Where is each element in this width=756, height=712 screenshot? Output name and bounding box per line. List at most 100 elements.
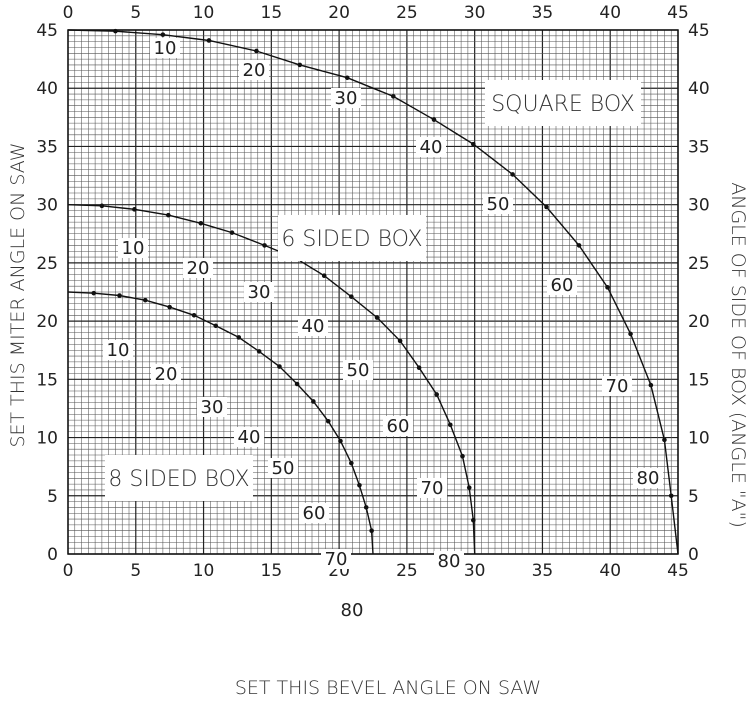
curve-label-bg [244, 282, 274, 302]
curve-point [391, 94, 396, 99]
x-tick-label-top: 35 [532, 3, 554, 23]
curve-label: 30 [335, 88, 358, 109]
curve-point [648, 382, 654, 388]
curve-label-bg [547, 275, 577, 295]
y-axis-title-left: SET THIS MITER ANGLE ON SAW [7, 142, 29, 447]
y-tick-label-right: 40 [688, 79, 710, 99]
curve-point [628, 331, 633, 337]
curve-point [321, 273, 327, 278]
curve-label-bg [483, 194, 513, 214]
x-tick-label-bottom: 10 [193, 561, 215, 581]
curve-label: 40 [302, 316, 325, 337]
curve-point [460, 453, 465, 459]
y-tick-label-left: 45 [36, 21, 58, 41]
curve-point [311, 399, 316, 404]
curve-label: 80 [637, 468, 660, 489]
curve-label: 10 [154, 38, 177, 59]
x-tick-label-top: 10 [193, 3, 215, 23]
curve-label-bg [298, 316, 328, 336]
y-tick-label-right: 45 [688, 21, 710, 41]
y-tick-label-left: 20 [36, 312, 58, 332]
x-tick-label-top: 5 [130, 3, 141, 23]
box-label: 6 SIDED BOX [281, 227, 422, 252]
curve-point [374, 315, 380, 320]
curve-point [431, 117, 437, 122]
y-tick-label-left: 40 [36, 79, 58, 99]
curve-point [236, 335, 242, 340]
curve-point [213, 323, 219, 329]
labels: 10 20 30 40 50 60 70 80 10 20 30 40 50 60 70 80 10 20 30 40… [103, 38, 663, 621]
y-tick-label-left: 10 [36, 429, 58, 449]
curve-label-bg [234, 427, 264, 447]
curve-point [434, 392, 440, 397]
curve-point [471, 517, 476, 523]
box-label-bg [485, 80, 641, 126]
curve-point [397, 338, 403, 344]
box-label: 8 SIDED BOX [108, 467, 249, 492]
curve-point [369, 528, 374, 534]
curve-label-bg [239, 60, 269, 80]
box-label-bg [278, 215, 426, 261]
curve-label-bg [417, 478, 447, 498]
x-axis-title: SET THIS BEVEL ANGLE ON SAW [235, 677, 541, 699]
curve-point [447, 422, 453, 428]
x-tick-label-top: 40 [599, 3, 621, 23]
curve-point [510, 172, 515, 177]
curve-label-bg [103, 340, 133, 360]
curve-point [254, 48, 259, 54]
curve-label-bg [602, 376, 632, 396]
curve-point [544, 204, 549, 210]
curve-label-bg [331, 88, 361, 108]
curve-label-bg [183, 258, 213, 278]
curve-point [198, 220, 204, 226]
box-label: SQUARE BOX [491, 92, 635, 117]
y-tick-label-left: 15 [36, 370, 58, 390]
curve-point [113, 28, 118, 34]
curve-label: 20 [155, 364, 178, 385]
curve-label-bg [150, 38, 180, 58]
curve-point [662, 437, 667, 443]
x-tick-label-bottom: 25 [396, 561, 418, 581]
x-tick-label-bottom: 40 [599, 561, 621, 581]
curve-label-bg [268, 458, 298, 478]
curve-label-bg [321, 549, 351, 569]
curve-label: 50 [272, 458, 295, 479]
curve-point [206, 38, 212, 43]
curves [67, 28, 679, 555]
curve-point [668, 493, 674, 499]
curve-point [132, 207, 137, 212]
curve-label-bg [299, 503, 329, 523]
curve-point [416, 365, 422, 370]
y-axis-title-right: ANGLE OF SIDE OF BOX (ANGLE "A") [727, 182, 749, 528]
curve-label: 70 [606, 376, 629, 397]
curve-label: 30 [201, 397, 224, 418]
y-tick-label-right: 15 [688, 370, 710, 390]
curve-label: 80 [438, 551, 461, 572]
x-tick-label-bottom: 0 [63, 561, 74, 581]
y-tick-label-right: 35 [688, 137, 710, 157]
curve-point [99, 203, 105, 209]
curve-label: 60 [551, 275, 574, 296]
curve-point [229, 230, 235, 235]
x-tick-label-bottom: 35 [532, 561, 554, 581]
box-label-bg [105, 455, 253, 501]
curve-label-bg [434, 551, 464, 571]
curve-point [349, 460, 354, 466]
curve-point [363, 505, 369, 510]
curve-point [256, 349, 262, 354]
curve-label-bg [337, 600, 367, 620]
curve-point [191, 312, 197, 318]
curve-label: 70 [325, 549, 348, 570]
y-tick-label-left: 30 [36, 196, 58, 216]
y-tick-label-right: 30 [688, 196, 710, 216]
curve-label-bg [197, 397, 227, 417]
x-tick-label-top: 30 [464, 3, 486, 23]
curve-point [605, 285, 610, 290]
curve-label-bg [416, 137, 446, 157]
x-tick-label-bottom: 45 [667, 561, 689, 581]
curve-label: 80 [341, 600, 364, 621]
curve-point [277, 364, 282, 369]
curve-point [349, 294, 354, 299]
